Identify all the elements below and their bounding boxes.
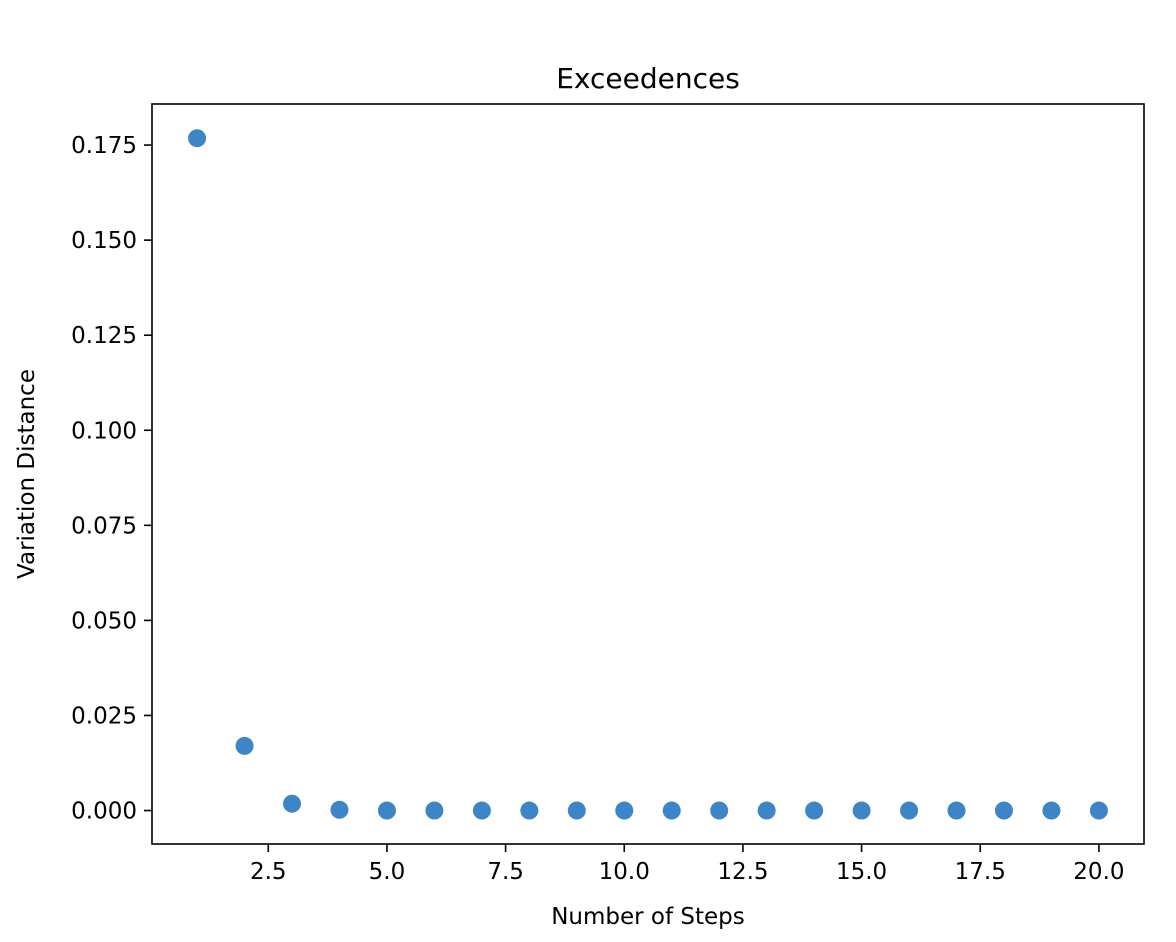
x-tick-label: 7.5 [487,859,524,885]
data-point [425,801,444,820]
data-point [662,801,681,820]
x-axis: 2.5 5.0 7.5 10.0 12.5 15.0 17.5 20.0 [250,844,1125,885]
x-tick-label: 17.5 [955,859,1006,885]
x-tick-label: 2.5 [250,859,287,885]
data-point [472,801,491,820]
y-tick-label: 0.100 [71,418,137,444]
data-points [188,129,1108,820]
data-point [377,801,396,820]
x-tick-label: 20.0 [1073,859,1124,885]
data-point [852,801,871,820]
data-point [710,801,729,820]
data-point [283,794,302,813]
x-tick-label: 15.0 [836,859,887,885]
x-tick-label: 5.0 [369,859,406,885]
data-point [947,801,966,820]
data-point [520,801,539,820]
data-point [757,801,776,820]
data-point [567,801,586,820]
data-point [805,801,824,820]
y-tick-label: 0.125 [71,323,137,349]
x-tick-label: 10.0 [599,859,650,885]
y-tick-label: 0.175 [71,133,137,159]
y-tick-label: 0.050 [71,608,137,634]
data-point [188,129,207,148]
data-point [900,801,919,820]
y-tick-label: 0.025 [71,703,137,729]
chart-title: Exceedences [556,62,740,95]
data-point [1089,801,1108,820]
y-tick-label: 0.075 [71,513,137,539]
plot-area-frame [151,103,1145,845]
data-point [330,800,349,819]
y-tick-label: 0.000 [71,799,137,825]
data-point [1042,801,1061,820]
x-tick-label: 12.5 [717,859,768,885]
data-point [994,801,1013,820]
data-point [235,736,254,755]
y-axis: 0.000 0.025 0.050 0.075 0.100 0.125 0.150 0.175 [71,133,152,825]
y-tick-label: 0.150 [71,228,137,254]
x-axis-label: Number of Steps [551,904,745,930]
data-point [615,801,634,820]
y-axis-label: Variation Distance [14,369,40,579]
